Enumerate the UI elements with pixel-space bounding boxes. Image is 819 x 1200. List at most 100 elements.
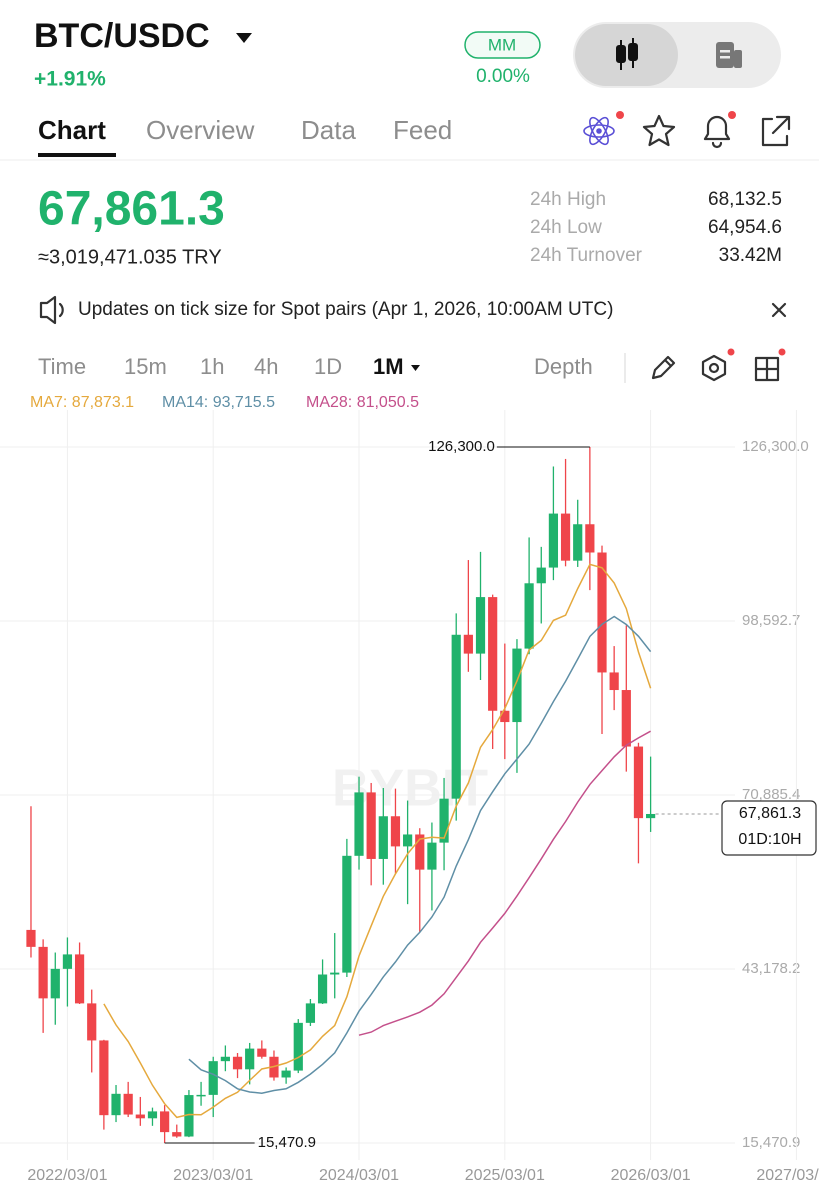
candle-body — [50, 968, 60, 999]
candle-view[interactable] — [575, 24, 678, 86]
candle-body — [99, 1040, 109, 1116]
candle-body — [87, 1003, 97, 1041]
interval[interactable]: 1M — [373, 354, 404, 379]
y-tick-label: 15,470.9 — [742, 1134, 800, 1151]
pair-dropdown[interactable] — [236, 33, 252, 43]
candle-body — [475, 597, 486, 654]
stat-value: 68,132.5 — [708, 189, 782, 210]
last-price: 67,861.3 — [38, 183, 225, 236]
mm-value: 0.00% — [476, 66, 530, 87]
change: +1.91% — [34, 68, 106, 91]
candle-body — [378, 816, 388, 859]
y-tick-label: 70,885.4 — [742, 786, 800, 803]
candle-body — [184, 1095, 194, 1137]
candle-body — [257, 1048, 267, 1057]
tab[interactable]: Data — [301, 115, 356, 145]
converted-price: ≈3,019,471.035 TRY — [38, 246, 222, 268]
candle-body — [573, 524, 583, 561]
candle-body — [293, 1022, 303, 1071]
stat-label: 24h Low — [530, 217, 602, 238]
candle-body — [38, 946, 48, 999]
candle-body — [160, 1111, 170, 1133]
candle-body — [621, 690, 631, 747]
candle-body — [147, 1111, 158, 1119]
candle-body — [451, 634, 461, 799]
depth[interactable]: Depth — [534, 354, 593, 379]
x-tick-label: 2024/03/01 — [319, 1167, 399, 1184]
ma-legend: MA28: 81,050.5 — [306, 394, 419, 411]
candle-icon — [616, 38, 638, 70]
candle-body — [427, 842, 437, 870]
stat-label: 24h Turnover — [530, 245, 643, 266]
max-marker-label: 126,300.0 — [428, 438, 495, 455]
candle-body — [342, 855, 352, 973]
interval[interactable]: 1D — [314, 354, 342, 379]
candle-body — [74, 954, 85, 1004]
candle-body — [317, 974, 328, 1004]
info-view[interactable] — [716, 42, 742, 68]
ma-legend: MA14: 93,715.5 — [162, 394, 275, 411]
pair-title[interactable]: BTC/USDC — [34, 17, 210, 55]
tab[interactable]: Feed — [393, 115, 452, 145]
mm-button[interactable] — [464, 31, 541, 59]
notice[interactable]: Updates on tick size for Spot pairs (Apr… — [78, 299, 613, 320]
ma-line — [103, 563, 652, 1119]
candle-body — [536, 567, 546, 584]
stat-value: 33.42M — [719, 245, 782, 266]
layout-icon[interactable] — [754, 356, 780, 382]
draw-icon[interactable] — [651, 355, 676, 380]
y-tick-label: 43,178.2 — [742, 960, 800, 977]
bell-icon[interactable] — [703, 115, 731, 149]
x-tick-label: 2022/03/01 — [27, 1167, 107, 1184]
atom-icon[interactable] — [583, 115, 615, 147]
chart: BYBIT126,300.098,592.770,885.443,178.215… — [0, 410, 819, 1184]
candle-body — [633, 746, 644, 819]
share-icon[interactable] — [761, 115, 791, 147]
candle-body — [330, 972, 340, 975]
interval[interactable]: Time — [38, 354, 86, 379]
stat-value: 64,954.6 — [708, 217, 782, 238]
interval-dropdown[interactable] — [411, 365, 420, 371]
candle-body — [281, 1070, 291, 1078]
tab[interactable]: Overview — [146, 115, 255, 145]
y-tick-label: 98,592.7 — [742, 612, 800, 629]
x-tick-label: 2027/03/01 — [756, 1167, 819, 1184]
candle-body — [597, 552, 607, 673]
candle-body — [62, 954, 73, 969]
tab-underline — [38, 153, 116, 157]
ma-line — [358, 730, 651, 1036]
close-notice[interactable] — [771, 302, 787, 318]
ma-line — [188, 615, 652, 1094]
badge — [727, 348, 735, 356]
candle-body — [305, 1003, 316, 1023]
candle-body — [26, 929, 36, 947]
candle-body — [245, 1048, 255, 1070]
interval[interactable]: 4h — [254, 354, 278, 379]
candle-body — [463, 634, 473, 654]
candle-body — [220, 1056, 230, 1062]
price-tag-value: 67,861.3 — [739, 805, 801, 822]
star-icon[interactable] — [642, 114, 676, 147]
x-tick-label: 2026/03/01 — [611, 1167, 691, 1184]
x-tick-label: 2025/03/01 — [465, 1167, 545, 1184]
indicator-icon-dot — [708, 362, 720, 374]
mm-label[interactable]: MM — [488, 35, 516, 54]
tab[interactable]: Chart — [38, 115, 106, 145]
candle-body — [366, 792, 376, 859]
interval[interactable]: 1h — [200, 354, 224, 379]
price-tag — [721, 800, 817, 856]
min-marker-label: 15,470.9 — [258, 1134, 316, 1151]
candle-body — [403, 834, 413, 847]
candle-body — [415, 834, 425, 870]
candle-body — [512, 648, 522, 723]
candle-body — [548, 513, 559, 568]
interval[interactable]: 15m — [124, 354, 167, 379]
x-tick-label: 2023/03/01 — [173, 1167, 253, 1184]
badge — [616, 111, 624, 119]
candle-body — [439, 798, 449, 843]
candle-body — [524, 583, 534, 649]
indicator-icon[interactable] — [701, 354, 727, 382]
badge — [728, 111, 736, 119]
candle-body — [354, 792, 364, 856]
